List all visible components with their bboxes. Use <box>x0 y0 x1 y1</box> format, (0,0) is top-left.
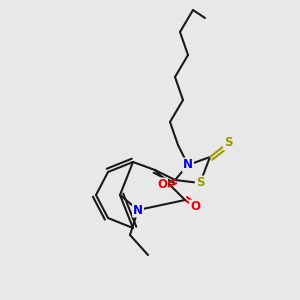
Text: S: S <box>196 176 204 190</box>
Text: S: S <box>224 136 232 149</box>
Text: N: N <box>183 158 193 172</box>
Text: O: O <box>157 178 167 191</box>
Text: O: O <box>190 200 200 214</box>
Text: N: N <box>133 203 143 217</box>
